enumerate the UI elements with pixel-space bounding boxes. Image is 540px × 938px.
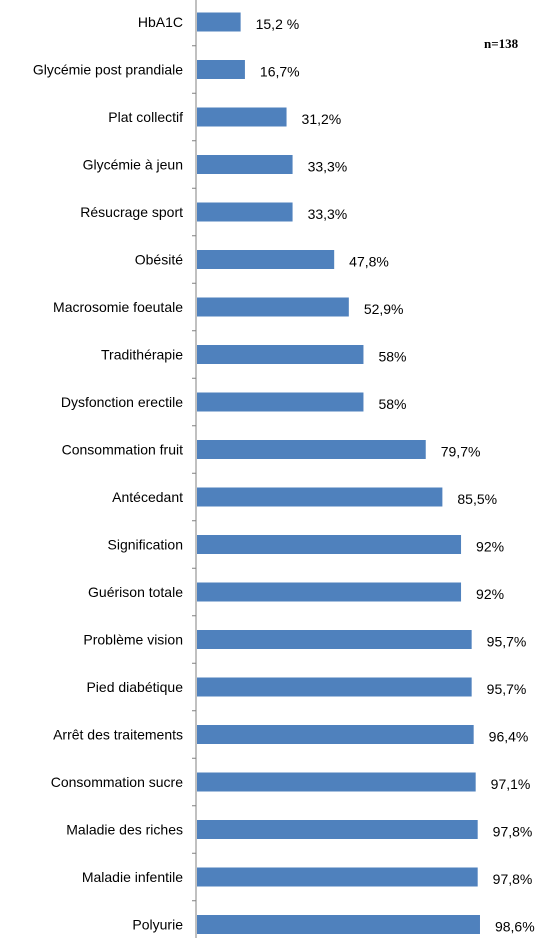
value-label: 95,7% xyxy=(487,634,527,650)
value-label: 47,8% xyxy=(349,254,389,270)
bar xyxy=(197,202,293,222)
value-label: 15,2 % xyxy=(256,16,300,32)
value-label: 52,9% xyxy=(364,301,404,317)
bar xyxy=(197,297,349,317)
bar xyxy=(197,392,364,412)
bar xyxy=(197,487,443,507)
category-label: Plat collectif xyxy=(108,109,183,125)
category-label: Dysfonction erectile xyxy=(61,394,183,410)
category-label: Consommation fruit xyxy=(62,442,183,458)
value-label: 97,1% xyxy=(491,776,531,792)
bar xyxy=(197,677,472,697)
bar xyxy=(197,867,478,887)
category-label: Résucrage sport xyxy=(80,204,183,220)
bar xyxy=(197,107,287,127)
bar xyxy=(197,12,241,32)
bar xyxy=(197,772,476,792)
category-label: Maladie infentile xyxy=(82,869,183,885)
category-label: Glycémie post prandiale xyxy=(33,62,183,78)
category-label: Obésité xyxy=(135,252,183,268)
category-label: Antécedant xyxy=(112,489,183,505)
category-label: Consommation sucre xyxy=(51,774,183,790)
category-label: Pied diabétique xyxy=(86,679,183,695)
bar xyxy=(197,630,472,649)
value-label: 85,5% xyxy=(457,491,497,507)
category-label: Polyurie xyxy=(132,917,183,933)
bar xyxy=(197,582,462,602)
value-label: 92% xyxy=(476,539,504,555)
bar xyxy=(197,440,426,459)
value-label: 33,3% xyxy=(308,206,348,222)
bar xyxy=(197,60,245,79)
value-label: 33,3% xyxy=(308,159,348,175)
value-label: 96,4% xyxy=(489,729,529,745)
bar xyxy=(197,345,364,364)
bar xyxy=(197,155,293,174)
category-label: Glycémie à jeun xyxy=(83,157,183,173)
value-label: 98,6% xyxy=(495,919,535,935)
value-label: 97,8% xyxy=(493,824,533,840)
category-label: Problème vision xyxy=(83,632,183,648)
category-label: Signification xyxy=(108,537,184,553)
bar xyxy=(197,820,478,839)
bars-group: HbA1C 15,2 % Glycémie post prandiale 16,7% P… xyxy=(33,12,535,935)
value-label: 58% xyxy=(378,349,406,365)
category-label: Maladie des riches xyxy=(66,822,183,838)
value-label: 92% xyxy=(476,586,504,602)
category-label: Arrêt des traitements xyxy=(53,727,183,743)
bar xyxy=(197,725,474,744)
category-label: HbA1C xyxy=(138,14,183,30)
category-label: Macrosomie foeutale xyxy=(53,299,183,315)
value-label: 95,7% xyxy=(487,681,527,697)
value-label: 16,7% xyxy=(260,64,300,80)
value-label: 79,7% xyxy=(441,444,481,460)
value-label: 31,2% xyxy=(302,111,342,127)
value-label: 97,8% xyxy=(493,871,533,887)
sample-size-annotation: n=138 xyxy=(484,36,519,51)
bar xyxy=(197,250,335,269)
bar xyxy=(197,915,480,934)
category-label: Guérison totale xyxy=(88,584,183,600)
bar xyxy=(197,535,462,554)
category-label: Tradithérapie xyxy=(101,347,183,363)
value-label: 58% xyxy=(378,396,406,412)
